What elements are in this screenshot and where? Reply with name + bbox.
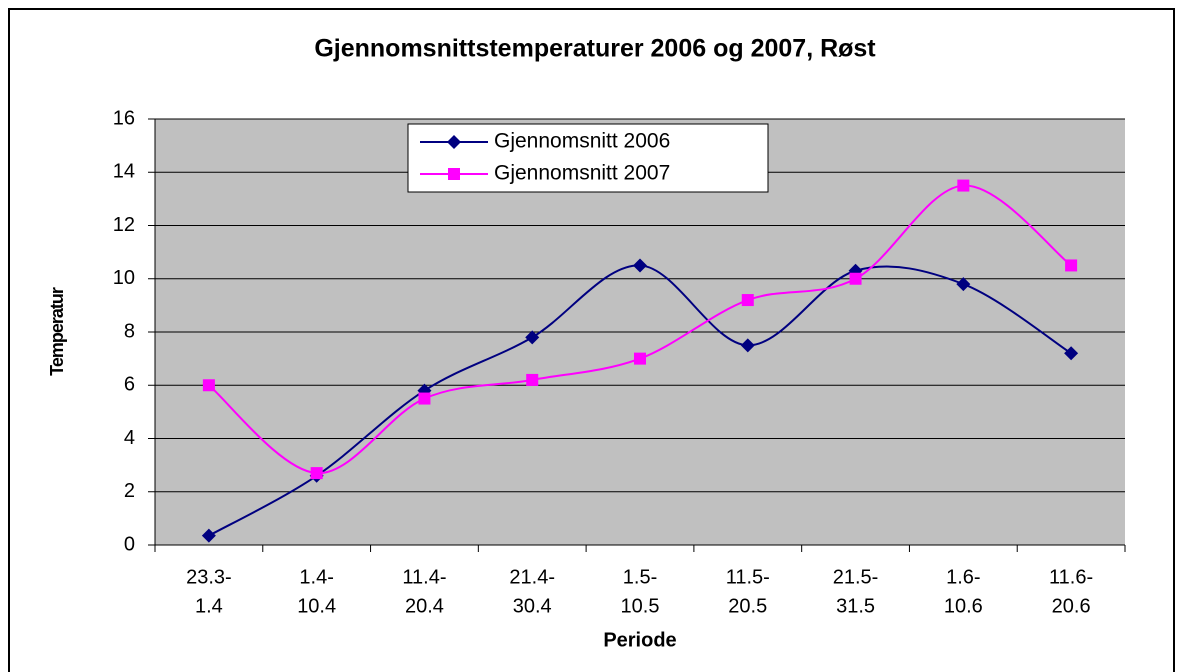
y-tick-label: 2	[124, 480, 135, 502]
x-tick-label: 10.4	[297, 595, 336, 617]
x-axis-title: Periode	[603, 629, 676, 651]
x-tick-label: 20.6	[1052, 595, 1091, 617]
y-tick-label: 10	[113, 267, 135, 289]
x-tick-label: 1.6-	[946, 566, 980, 588]
y-tick-label: 6	[124, 374, 135, 396]
chart-title: Gjennomsnittstemperaturer 2006 og 2007, …	[314, 35, 876, 63]
marker	[418, 392, 431, 405]
marker	[1065, 259, 1078, 272]
marker	[1064, 346, 1079, 361]
marker	[741, 294, 754, 307]
x-tick-label: 21.4-	[509, 566, 555, 588]
y-tick-label: 8	[124, 320, 135, 342]
x-tick-label: 10.6	[944, 595, 983, 617]
marker	[956, 277, 971, 292]
marker	[447, 135, 461, 149]
marker	[633, 258, 647, 273]
marker	[526, 373, 539, 386]
marker	[201, 528, 216, 543]
y-tick-label: 0	[124, 533, 135, 555]
x-tick-label: 20.5	[728, 595, 767, 617]
x-tick-label: 1.4	[195, 595, 223, 617]
marker	[202, 379, 215, 392]
y-tick-label: 12	[113, 214, 135, 236]
x-tick-label: 30.4	[513, 595, 552, 617]
y-tick-label: 4	[124, 427, 135, 449]
marker	[310, 467, 323, 480]
marker	[634, 352, 646, 365]
marker	[448, 168, 460, 180]
x-tick-label: 23.3-	[186, 566, 232, 588]
marker	[957, 179, 970, 192]
marker	[849, 272, 862, 285]
legend-label: Gjennomsnitt 2006	[494, 130, 670, 153]
y-tick-label: 16	[113, 107, 135, 129]
legend	[407, 123, 769, 193]
x-tick-label: 11.6-	[1049, 566, 1093, 588]
y-axis-title: Temperatur	[47, 287, 67, 376]
marker	[740, 338, 755, 353]
x-tick-label: 1.5-	[623, 566, 657, 588]
y-tick-label: 14	[113, 161, 135, 183]
marker	[525, 330, 540, 345]
x-tick-label: 11.4-	[402, 566, 446, 588]
x-tick-label: 21.5-	[833, 566, 879, 588]
x-tick-label: 10.5	[621, 595, 660, 617]
x-tick-label: 1.4-	[299, 566, 333, 588]
x-tick-label: 11.5-	[726, 566, 770, 588]
x-tick-label: 20.4	[405, 595, 444, 617]
legend-label: Gjennomsnitt 2007	[494, 162, 670, 185]
x-tick-label: 31.5	[836, 595, 875, 617]
